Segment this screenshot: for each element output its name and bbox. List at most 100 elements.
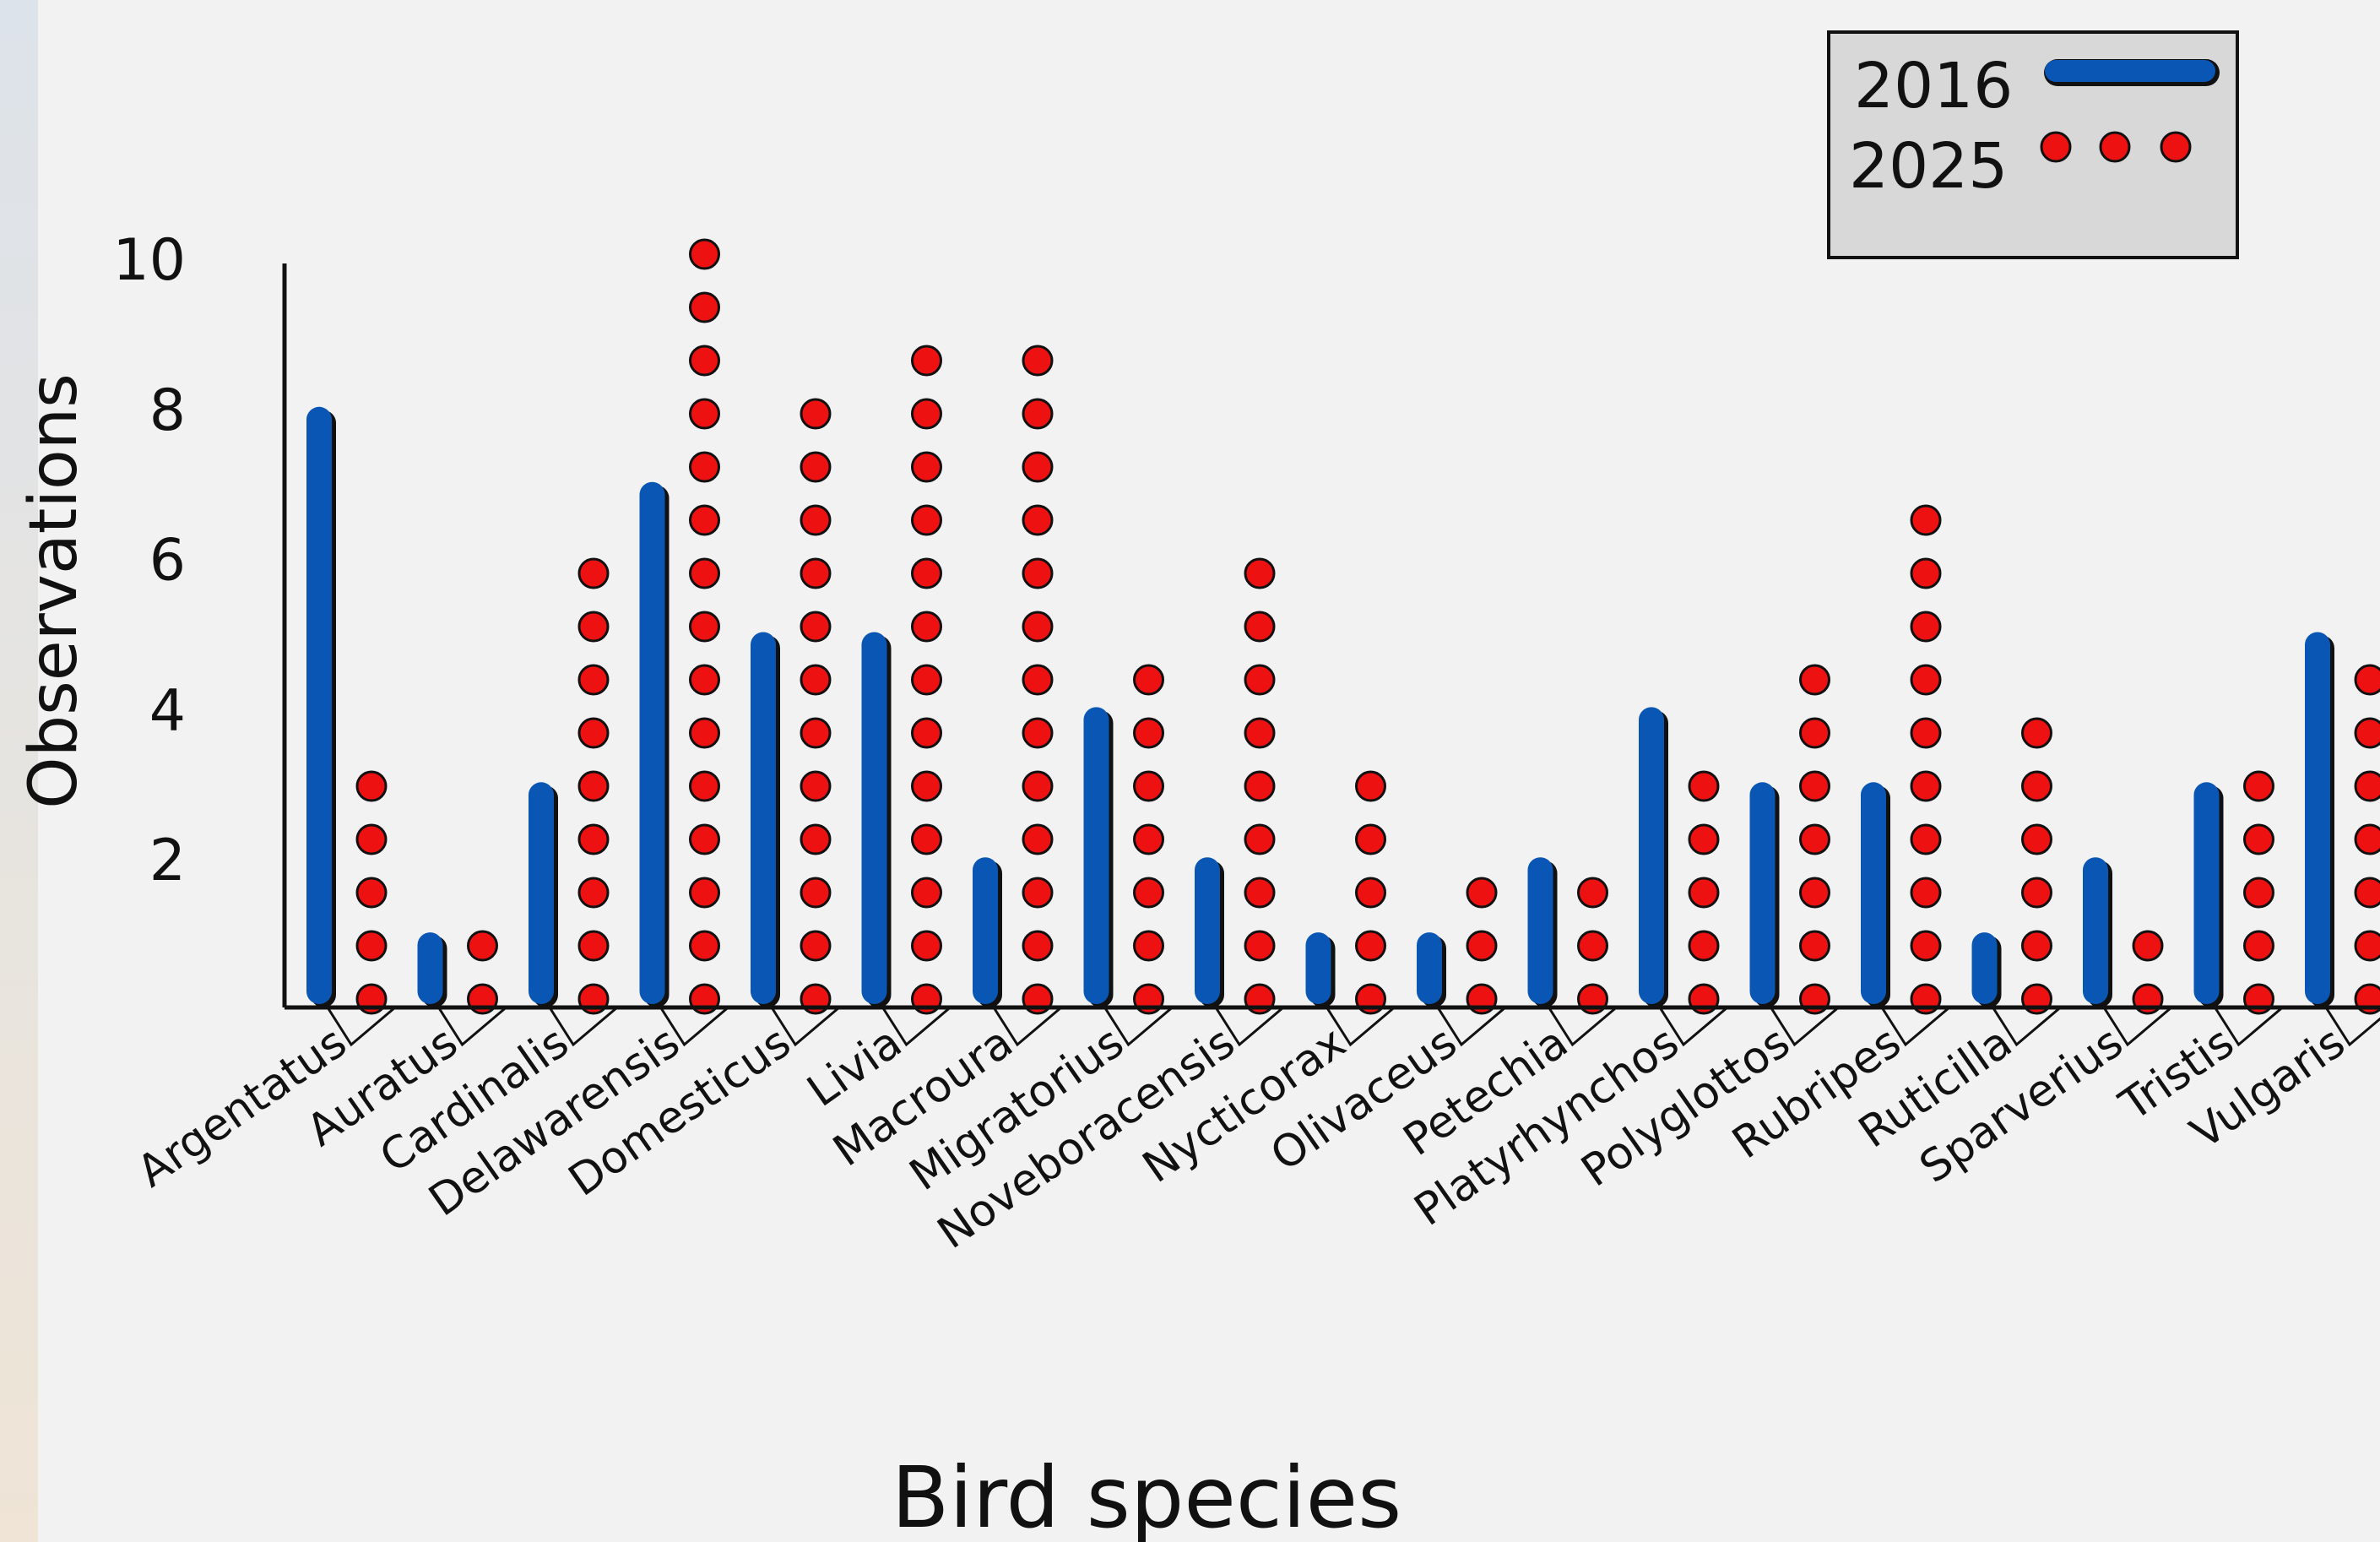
- dot: [1022, 504, 1054, 536]
- dot: [911, 930, 942, 962]
- dot: [689, 238, 720, 270]
- x-tick: [992, 1006, 1062, 1047]
- bar: [973, 857, 998, 1004]
- bar: [529, 782, 554, 1004]
- dot: [577, 770, 610, 802]
- x-tick: [548, 1006, 618, 1047]
- dot: [1022, 664, 1054, 696]
- dot: [800, 717, 832, 749]
- x-tick: [1548, 1006, 1618, 1047]
- y-tick-label: 4: [149, 677, 186, 744]
- dot: [689, 717, 720, 749]
- dot: [800, 611, 832, 643]
- dot: [1799, 877, 1830, 909]
- bar: [1971, 932, 1998, 1004]
- dot: [689, 345, 720, 377]
- dot: [911, 664, 942, 696]
- legend-label-2016: 2016: [1854, 50, 2013, 122]
- dot: [1910, 504, 1942, 536]
- dot: [1244, 930, 1276, 962]
- dot: [577, 877, 610, 909]
- dot: [689, 504, 720, 536]
- dot: [2021, 823, 2052, 855]
- x-tick: [659, 1006, 729, 1047]
- dot: [1022, 557, 1054, 589]
- dot: [911, 770, 942, 802]
- bar: [1749, 782, 1776, 1004]
- bar: [417, 932, 443, 1004]
- bar: [2305, 632, 2330, 1004]
- dot: [577, 717, 610, 749]
- dot: [1022, 398, 1054, 430]
- dot: [1022, 877, 1054, 909]
- dot: [911, 823, 942, 855]
- dot: [689, 557, 720, 589]
- dot: [577, 557, 610, 589]
- bar: [639, 481, 665, 1004]
- dot: [2354, 664, 2380, 696]
- dot: [800, 877, 832, 909]
- bar: [1305, 932, 1331, 1004]
- dot: [1133, 717, 1164, 749]
- dot: [800, 930, 832, 962]
- x-tick: [1770, 1006, 1840, 1047]
- x-tick: [1326, 1006, 1396, 1047]
- dot: [2354, 823, 2380, 855]
- legend-swatch-dot: [2099, 131, 2131, 163]
- dot: [689, 664, 720, 696]
- x-tick: [881, 1006, 951, 1047]
- dot: [1022, 451, 1054, 483]
- bar: [1195, 857, 1220, 1004]
- x-tick: [326, 1006, 396, 1047]
- dot: [1577, 930, 1608, 962]
- dot: [1355, 823, 1386, 855]
- dot: [355, 877, 388, 909]
- dot: [800, 770, 832, 802]
- dot: [689, 930, 720, 962]
- dot: [2243, 930, 2274, 962]
- dot: [2021, 770, 2052, 802]
- dot: [689, 823, 720, 855]
- x-tick: [1992, 1006, 2062, 1047]
- y-tick-labels: 2 4 6 8 10: [112, 227, 186, 894]
- bar: [1417, 932, 1442, 1004]
- dot: [1355, 930, 1386, 962]
- x-axis-label: Bird species: [892, 1448, 1402, 1542]
- dot: [1466, 930, 1498, 962]
- chart-marks: [306, 238, 2380, 1047]
- dot: [1688, 877, 1720, 909]
- dot: [1133, 930, 1164, 962]
- dot: [1910, 823, 1942, 855]
- dot: [2021, 877, 2052, 909]
- dot: [1244, 664, 1276, 696]
- left-window-edge: [0, 0, 38, 1542]
- dot: [1799, 823, 1830, 855]
- dot: [2132, 930, 2164, 962]
- dot: [2354, 770, 2380, 802]
- dot: [1799, 717, 1830, 749]
- dot: [1355, 770, 1386, 802]
- dot: [2243, 823, 2274, 855]
- dot: [1799, 930, 1830, 962]
- x-tick: [2324, 1007, 2380, 1047]
- dot: [2243, 770, 2274, 802]
- dot: [2354, 717, 2380, 749]
- dot: [1466, 877, 1498, 909]
- y-tick-label: 10: [112, 227, 186, 294]
- dot: [1910, 770, 1942, 802]
- x-tick: [1214, 1006, 1284, 1047]
- dot: [800, 398, 832, 430]
- x-tick: [1436, 1006, 1506, 1047]
- dot: [1022, 611, 1054, 643]
- legend-swatch-dot: [2160, 131, 2192, 163]
- bar: [1083, 707, 1109, 1004]
- dot: [689, 398, 720, 430]
- dot: [1688, 930, 1720, 962]
- dot: [1910, 717, 1942, 749]
- x-tick: [2102, 1006, 2172, 1047]
- dot: [1244, 877, 1276, 909]
- x-tick-labels: ArgentatusAuratusCardinalisDelawarensisD…: [128, 1017, 2354, 1258]
- dot: [355, 930, 388, 962]
- bar: [1527, 857, 1553, 1004]
